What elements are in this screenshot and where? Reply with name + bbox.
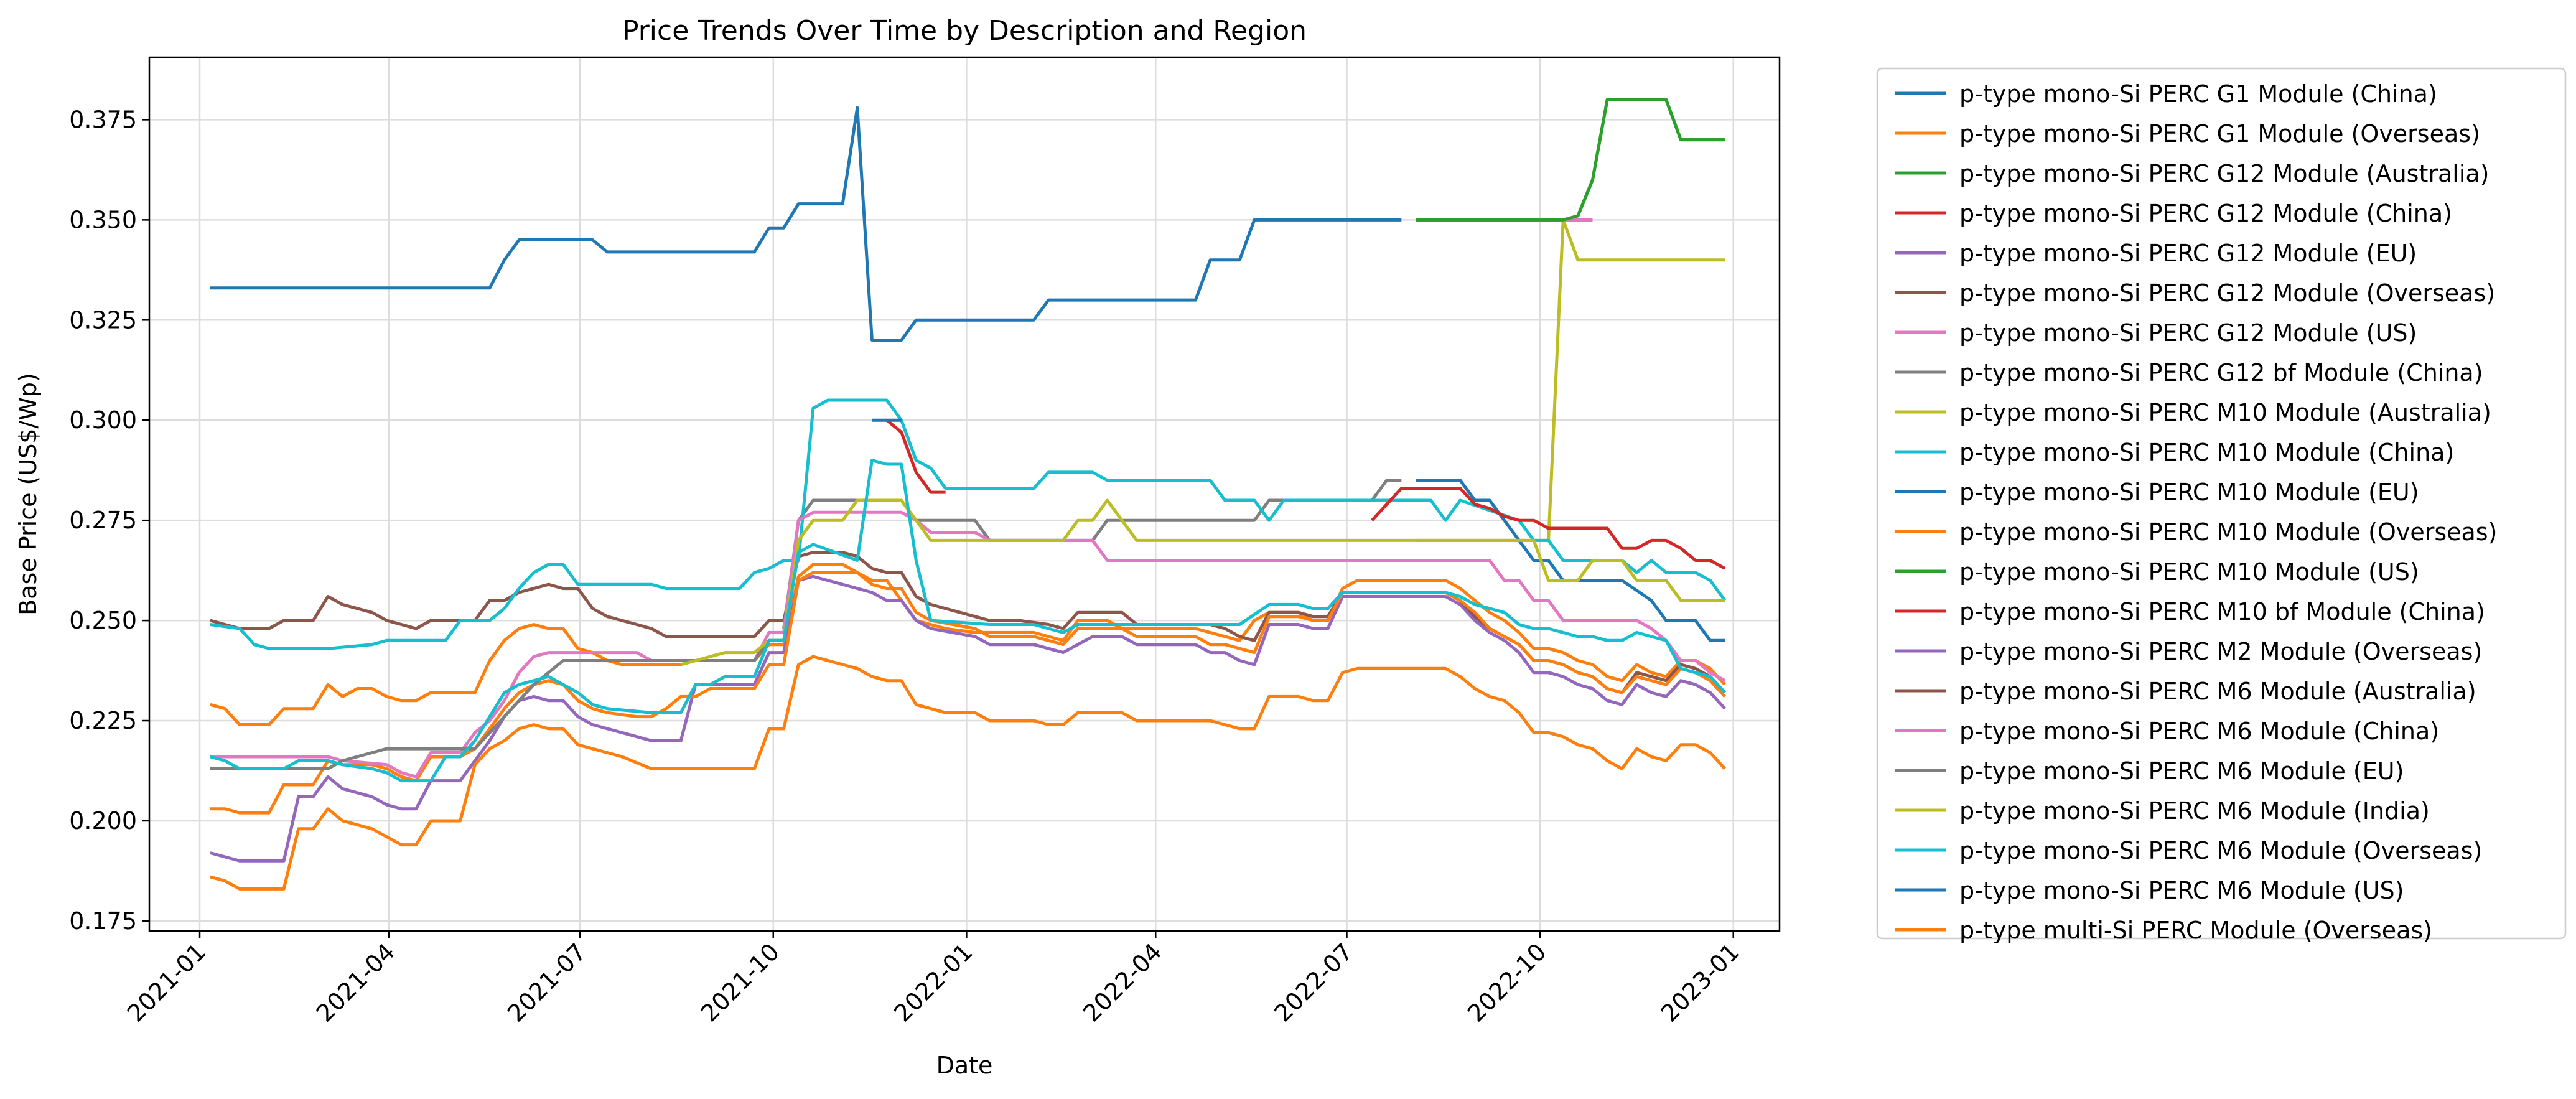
legend-entry-7: p-type mono-Si PERC G12 bf Module (China… [1959,359,2483,386]
series-line-3 [885,419,946,494]
series-line-10 [872,418,1725,642]
legend-entry-10: p-type mono-Si PERC M10 Module (EU) [1959,479,2419,506]
legend-entry-14: p-type mono-Si PERC M2 Module (Overseas) [1959,638,2482,665]
legend-entry-21: p-type multi-Si PERC Module (Overseas) [1959,917,2432,944]
legend-entry-16: p-type mono-Si PERC M6 Module (China) [1959,718,2439,745]
legend-entry-2: p-type mono-Si PERC G12 Module (Australi… [1959,160,2490,187]
y-tick-label: 0.275 [69,507,137,534]
legend-entry-3: p-type mono-Si PERC G12 Module (China) [1959,200,2452,227]
y-tick-label: 0.300 [69,406,137,434]
series-line-9 [210,398,1727,650]
legend-entry-5: p-type mono-Si PERC G12 Module (Overseas… [1959,279,2495,307]
legend-entry-15: p-type mono-Si PERC M6 Module (Australia… [1959,678,2476,705]
legend-entry-13: p-type mono-Si PERC M10 bf Module (China… [1959,598,2485,625]
legend-entry-9: p-type mono-Si PERC M10 Module (China) [1959,439,2454,466]
y-tick-label: 0.375 [69,106,137,133]
legend-entry-20: p-type mono-Si PERC M6 Module (US) [1959,877,2404,904]
x-axis-label: Date [936,1052,993,1079]
series-line-13 [1371,487,1726,570]
y-axis: 0.175 0.200 0.225 0.250 0.275 0.300 0.325 0.350… [69,106,149,935]
y-axis-label: Base Price (US$/Wp) [14,373,42,615]
y-tick-label: 0.325 [69,306,137,334]
legend-entry-8: p-type mono-Si PERC M10 Module (Australi… [1959,399,2491,426]
plot-frame [148,56,1781,932]
legend: p-type mono-Si PERC G1 Module (China) p-t… [1876,67,2567,944]
y-tick-label: 0.225 [69,707,137,734]
legend-frame [1876,67,2567,940]
series-line-16 [210,510,1726,779]
series-line-17 [210,638,784,770]
legend-entry-19: p-type mono-Si PERC M6 Module (Overseas) [1959,837,2482,864]
grid-lines [149,57,1780,931]
chart-title: Price Trends Over Time by Description an… [622,15,1307,47]
y-tick-label: 0.250 [69,607,137,634]
legend-entry-6: p-type mono-Si PERC G12 Module (US) [1959,319,2417,347]
legend-entry-18: p-type mono-Si PERC M6 Module (India) [1959,797,2430,825]
y-tick-label: 0.200 [69,807,137,835]
legend-entry-1: p-type mono-Si PERC G1 Module (Overseas) [1959,120,2480,147]
legend-entry-4: p-type mono-Si PERC G12 Module (EU) [1959,240,2417,267]
y-tick-label: 0.350 [69,206,137,233]
y-tick-label: 0.175 [69,907,137,935]
series-line-12 [1416,98,1725,222]
series-line-21 [210,655,1727,891]
series-line-19 [210,459,1727,783]
legend-entry-11: p-type mono-Si PERC M10 Module (Overseas… [1959,518,2497,546]
series-lines [210,98,1727,891]
legend-entry-0: p-type mono-Si PERC G1 Module (China) [1959,80,2437,108]
legend-entry-17: p-type mono-Si PERC M6 Module (EU) [1959,757,2404,785]
legend-entry-12: p-type mono-Si PERC M10 Module (US) [1959,558,2419,586]
series-line-4 [210,574,1727,863]
